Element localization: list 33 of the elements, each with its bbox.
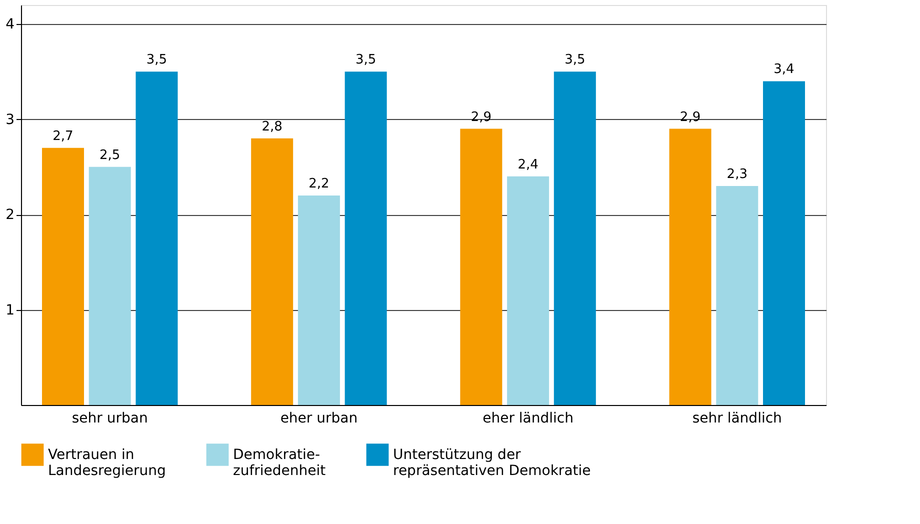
data-label: 2,2 [308, 176, 330, 192]
data-label: 3,5 [355, 52, 376, 68]
bar [554, 72, 596, 405]
legend-label: Vertrauen in Landesregierung [48, 446, 166, 479]
data-label: 3,4 [774, 62, 794, 78]
data-label: 2,7 [52, 128, 74, 144]
y-tick-label: 2 [6, 207, 14, 224]
bar [716, 186, 758, 405]
bar [763, 81, 805, 405]
data-label: 3,5 [564, 52, 586, 68]
bar [298, 195, 340, 405]
data-label: 3,5 [146, 52, 168, 68]
bar [669, 128, 712, 405]
data-label: 2,3 [726, 166, 748, 182]
bar [460, 128, 502, 405]
legend-label: Unterstützung der repräsentativen Demokratie [393, 446, 591, 479]
bar [344, 72, 387, 405]
bar [507, 176, 550, 405]
x-tick-label: sehr ländlich [692, 410, 782, 426]
y-tick-label: 1 [6, 302, 14, 318]
x-tick-label: sehr urban [72, 410, 148, 426]
data-label: 2,4 [518, 157, 538, 172]
bar [251, 138, 294, 405]
y-tick-label: 4 [6, 16, 15, 33]
y-tick-label: 3 [6, 112, 14, 128]
legend-label: Demokratie- zufriedenheit [233, 446, 326, 479]
data-label: 2,8 [262, 119, 282, 134]
bar [42, 148, 84, 405]
bar [88, 166, 131, 405]
data-label: 2,5 [100, 148, 120, 163]
x-tick-label: eher urban [280, 410, 358, 426]
x-tick-label: eher ländlich [482, 410, 574, 426]
bar [136, 72, 178, 405]
